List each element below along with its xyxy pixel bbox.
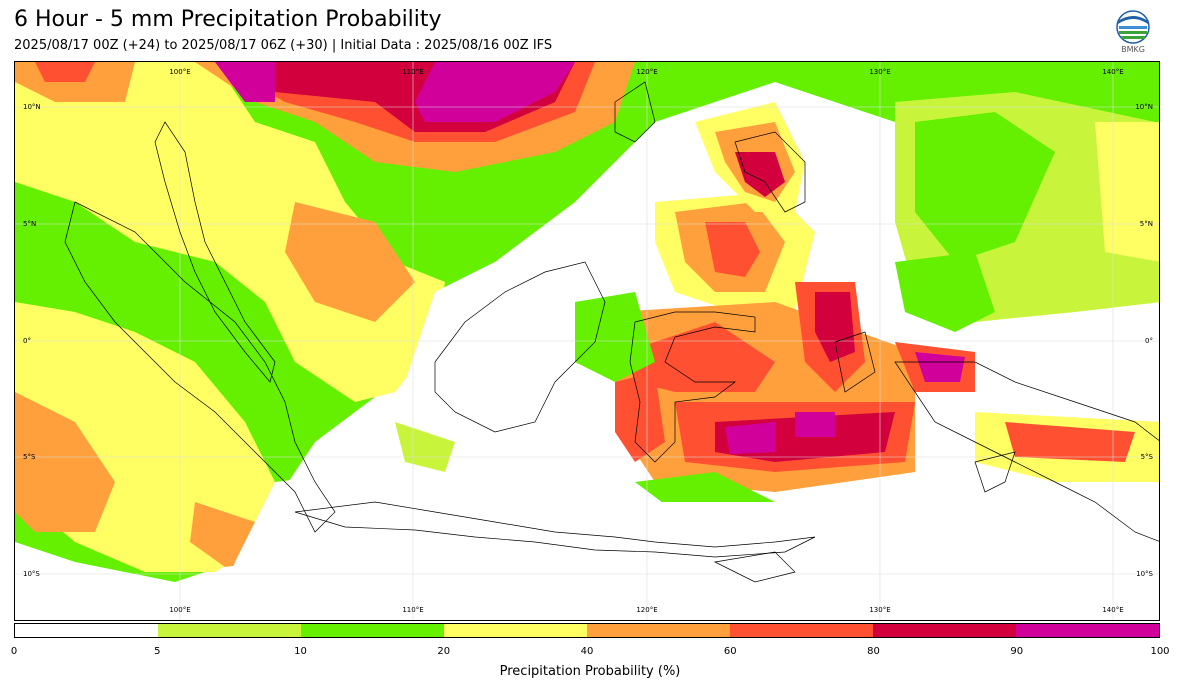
lon-label: 120°E [636, 68, 657, 76]
lat-label: 10°S [1136, 570, 1153, 578]
colorbar-ticks: 0 5 10 20 40 60 80 90 100 [0, 646, 1180, 660]
axis-labels: 100°E 110°E 120°E 130°E 140°E 100°E 110°… [23, 68, 1154, 614]
lon-label: 130°E [869, 606, 890, 614]
colorbar-tick-label: 20 [437, 646, 451, 657]
colorbar-segment [587, 624, 730, 637]
colorbar-tick-label: 10 [294, 646, 307, 657]
lat-label: 10°N [23, 103, 41, 111]
map-subtitle: 2025/08/17 00Z (+24) to 2025/08/17 06Z (… [14, 38, 553, 53]
lon-label: 110°E [402, 68, 423, 76]
precipitation-field [15, 62, 1159, 620]
precipitation-map: 100°E 110°E 120°E 130°E 140°E 100°E 110°… [14, 61, 1160, 621]
bmkg-logo: BMKG [1115, 10, 1151, 54]
colorbar-segment [730, 624, 873, 637]
lon-label: 100°E [169, 68, 190, 76]
colorbar-segment [15, 624, 158, 637]
colorbar [14, 623, 1160, 638]
colorbar-tick-label: 60 [723, 646, 737, 657]
colorbar-segment [1016, 624, 1159, 637]
colorbar-segment [873, 624, 1016, 637]
colorbar-tick-label: 100 [1150, 646, 1170, 657]
lat-label: 5°S [23, 453, 36, 461]
lat-label: 10°S [23, 570, 40, 578]
lat-label: 5°N [23, 220, 36, 228]
graticule [15, 62, 1159, 620]
lon-label: 120°E [636, 606, 657, 614]
colorbar-tick-label: 80 [867, 646, 880, 657]
colorbar-tick-label: 5 [154, 646, 161, 657]
lat-label: 5°N [1140, 220, 1153, 228]
lon-label: 140°E [1102, 606, 1123, 614]
map-title: 6 Hour - 5 mm Precipitation Probability [14, 7, 442, 32]
colorbar-tick-label: 40 [580, 646, 594, 657]
lon-label: 140°E [1102, 68, 1123, 76]
colorbar-tick-label: 90 [1010, 646, 1024, 657]
lat-label: 5°S [1141, 453, 1154, 461]
lon-label: 100°E [169, 606, 190, 614]
lat-label: 0° [23, 337, 31, 345]
coastlines [64, 81, 1159, 583]
colorbar-label: Precipitation Probability (%) [499, 664, 681, 679]
colorbar-tick-label: 0 [10, 646, 18, 657]
colorbar-segment [301, 624, 444, 637]
map-canvas: 100°E 110°E 120°E 130°E 140°E 100°E 110°… [15, 62, 1159, 620]
logo-text: BMKG [1121, 45, 1145, 54]
lon-label: 130°E [869, 68, 890, 76]
lon-label: 110°E [402, 606, 423, 614]
colorbar-segment [158, 624, 301, 637]
colorbar-segment [444, 624, 587, 637]
lat-label: 0° [1145, 337, 1153, 345]
lat-label: 10°N [1135, 103, 1153, 111]
